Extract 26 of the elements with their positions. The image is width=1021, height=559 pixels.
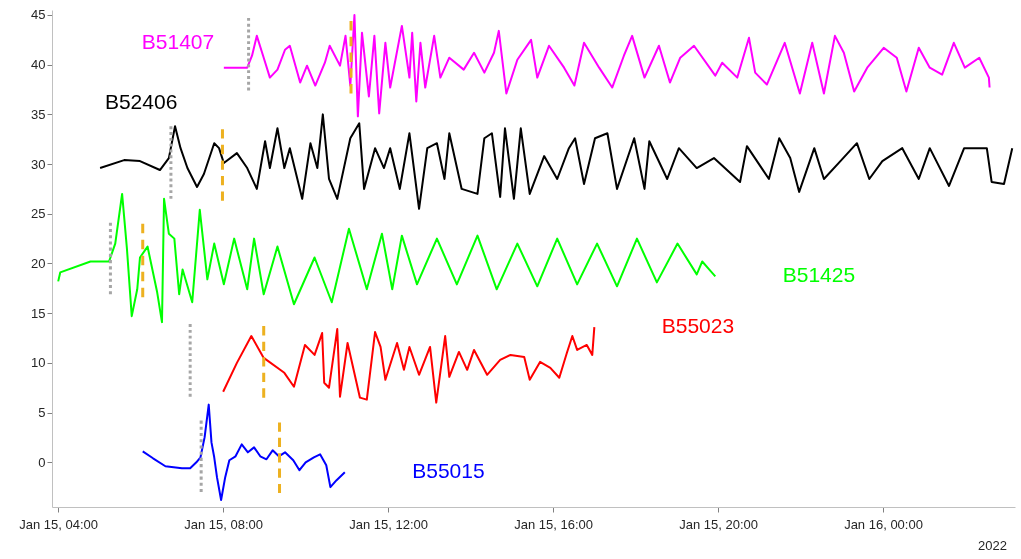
text: B51425 <box>782 263 856 287</box>
series-label: B51407 <box>141 29 215 53</box>
line-series <box>99 113 1014 210</box>
y-tick-label: 45 <box>31 7 46 23</box>
text: B55023 <box>661 314 735 338</box>
x-tick-label: Jan 15, 16:00 <box>514 516 593 532</box>
text: B55015 <box>412 459 485 483</box>
y-tick-label: 30 <box>31 156 46 172</box>
line-series <box>222 13 991 118</box>
y-tick-label: 0 <box>38 454 46 470</box>
x-tick-label: Jan 15, 20:00 <box>679 516 758 532</box>
y-tick-label: 40 <box>31 57 46 73</box>
line-series <box>141 403 346 502</box>
y-tick-label: 25 <box>31 206 46 222</box>
y-tick-label: 5 <box>38 405 46 421</box>
line-series <box>222 326 596 404</box>
x-tick-label: Jan 15, 12:00 <box>349 516 429 532</box>
y-tick-label: 20 <box>31 255 46 271</box>
series-label: B52406 <box>104 90 178 114</box>
x-tick-label: Jan 15, 04:00 <box>19 516 99 532</box>
y-tick-label: 35 <box>31 106 46 122</box>
text: 2022 <box>978 538 1007 553</box>
y-tick-label: 10 <box>31 355 46 371</box>
x-tick-label: Jan 15, 08:00 <box>184 516 264 532</box>
y-tick-label: 15 <box>31 305 46 321</box>
x-tick-label: Jan 16, 00:00 <box>844 516 923 532</box>
